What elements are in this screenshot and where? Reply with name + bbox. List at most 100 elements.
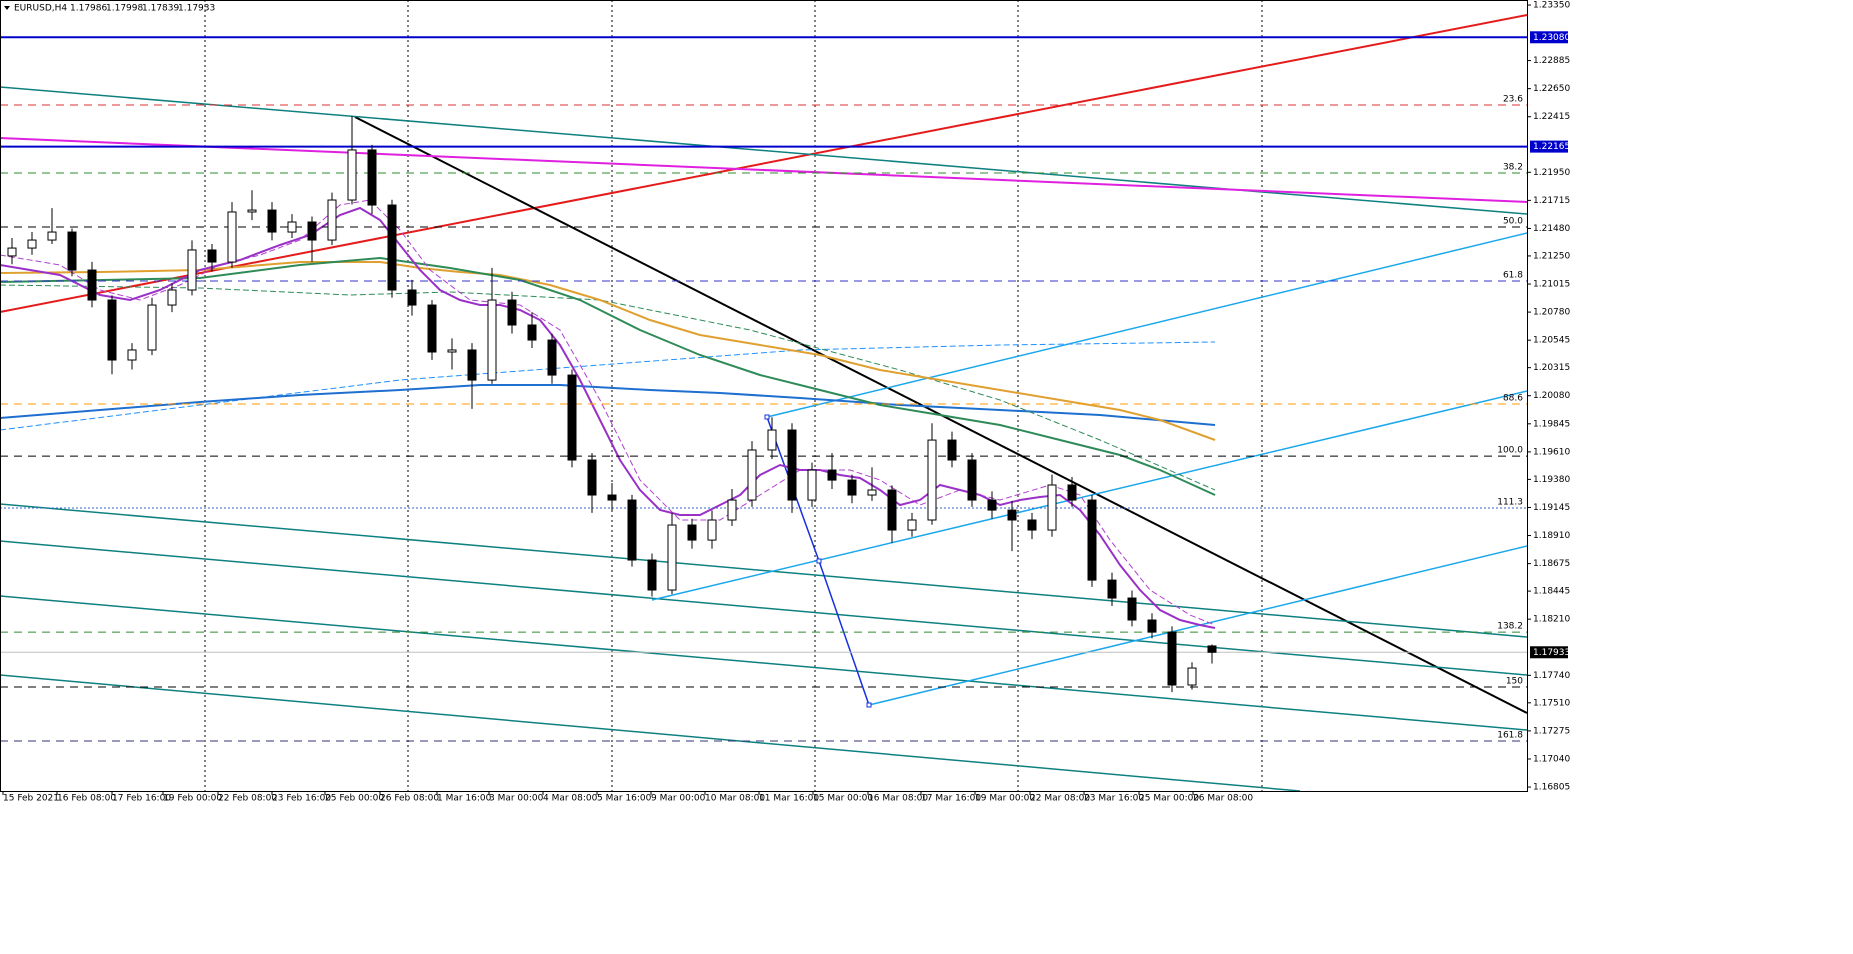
fib-label: 138.2 [1497,622,1523,632]
trendline-teal [0,86,1528,215]
candle-body [307,221,317,241]
candle-body [987,499,997,511]
candle-body [967,459,977,501]
candle-body [567,374,577,461]
y-tick-label: 1.17740 [1533,671,1570,681]
x-tick-label: 23 Mar 16:00 [1084,794,1144,804]
x-tick-label: 11 Mar 16:00 [759,794,819,804]
candle-body [587,459,597,496]
candle-body [187,249,197,291]
y-tick-label: 1.20545 [1533,336,1570,346]
header-open: 1.17986 [70,4,107,14]
candle-body [287,221,297,233]
candle-body [747,449,757,501]
fib-label: 23.6 [1503,95,1523,105]
ma-green-dashed [0,284,1216,491]
candle-body [887,489,897,531]
candle-body [407,289,417,306]
fib-label: 150 [1506,677,1523,687]
fib-label: 50.0 [1503,217,1523,227]
candle-body [327,199,337,241]
y-tick-label: 1.19145 [1533,503,1570,513]
x-tick-label: 3 Mar 00:00 [489,794,544,804]
candle-body [827,469,837,481]
candle-body [1147,619,1157,633]
x-tick-label: 22 Mar 08:00 [1030,794,1090,804]
fib-label: 111.3 [1497,498,1523,508]
x-tick-label: 22 Feb 08:00 [218,794,277,804]
candle-body [267,209,277,233]
y-tick-label: 1.16805 [1533,783,1570,793]
candle-body [1087,499,1097,581]
candle-body [1187,667,1197,686]
levels: 23.6 38.2 50.0 61.8 88.6 100.0 111.3 138.2 150 16… [0,36,1527,742]
candle-body [207,249,217,263]
x-tick-label: 17 Feb 16:00 [112,794,171,804]
y-tick-label: 1.18210 [1533,615,1570,625]
candle-body [707,519,717,541]
candle-body [1207,645,1217,653]
y-tick-label: 1.21715 [1533,196,1570,206]
y-tick-label: 1.17275 [1533,726,1570,736]
candle-body [627,499,637,561]
x-tick-label: 25 Mar 00:00 [1139,794,1199,804]
y-tick-label: 1.21480 [1533,224,1570,234]
x-tick-label: 15 Feb 2021 [3,794,59,804]
y-tick-label: 1.21250 [1533,251,1570,261]
y-tick-label: 1.20780 [1533,308,1570,318]
candle-body [1007,509,1017,521]
candle-body [167,289,177,306]
candle-body [787,429,797,501]
y-tick-label: 1.22415 [1533,112,1570,122]
fib-label: 161.8 [1497,731,1523,741]
y-tick-label: 1.23350 [1533,1,1570,11]
fib-label: 38.2 [1503,163,1523,173]
y-tick-label: 1.20080 [1533,391,1570,401]
price-axis: 1.23080 1.22165 1.23350 1.22885 1.22650 1.224… [2,1,1570,804]
header-arrow [4,6,10,10]
y-tick-label: 1.17510 [1533,698,1570,708]
candle-body [687,524,697,541]
candle-body [847,479,857,496]
x-tick-label: 10 Mar 08:00 [705,794,765,804]
x-tick-label: 26 Mar 08:00 [1193,794,1253,804]
candle-body [767,429,777,451]
y-tick-label: 1.20315 [1533,363,1570,373]
x-tick-label: 9 Mar 00:00 [651,794,706,804]
header-low: 1.17839 [142,4,179,14]
y-tick-label: 1.22650 [1533,84,1570,94]
y-tick-label: 1.19845 [1533,419,1570,429]
candle-body [807,469,817,501]
candles [7,116,1217,693]
candle-body [527,324,537,341]
period-separators [204,0,1263,791]
y-tick-label: 1.19610 [1533,447,1570,457]
x-tick-label: 1 Mar 16:00 [437,794,492,804]
candle-body [1167,631,1177,686]
fib-label: 88.6 [1503,393,1523,403]
last-price-label: 1.17933 [1533,648,1570,658]
candle-body [487,299,497,381]
fib-label: 61.8 [1503,271,1523,281]
ma-green [0,256,1216,496]
ma-blue-dashed [0,341,1216,431]
candle-body [1047,484,1057,531]
trendline-red [0,14,1528,313]
x-tick-label: 26 Feb 08:00 [380,794,439,804]
y-tick-label: 1.18675 [1533,559,1570,569]
x-tick-label: 25 Feb 00:00 [325,794,384,804]
candle-body [227,211,237,263]
x-tick-label: 23 Feb 16:00 [272,794,331,804]
x-tick-label: 15 Mar 00:00 [813,794,873,804]
ma-blue [0,384,1216,426]
y-tick-label: 1.21950 [1533,168,1570,178]
header-close: 1.17933 [178,4,215,14]
header-high: 1.17998 [106,4,143,14]
y-tick-label: 1.18445 [1533,587,1570,597]
fib-label: 100.0 [1497,446,1523,456]
candle-body [1127,597,1137,621]
candle-body [87,269,97,301]
candle-body [1107,579,1117,599]
